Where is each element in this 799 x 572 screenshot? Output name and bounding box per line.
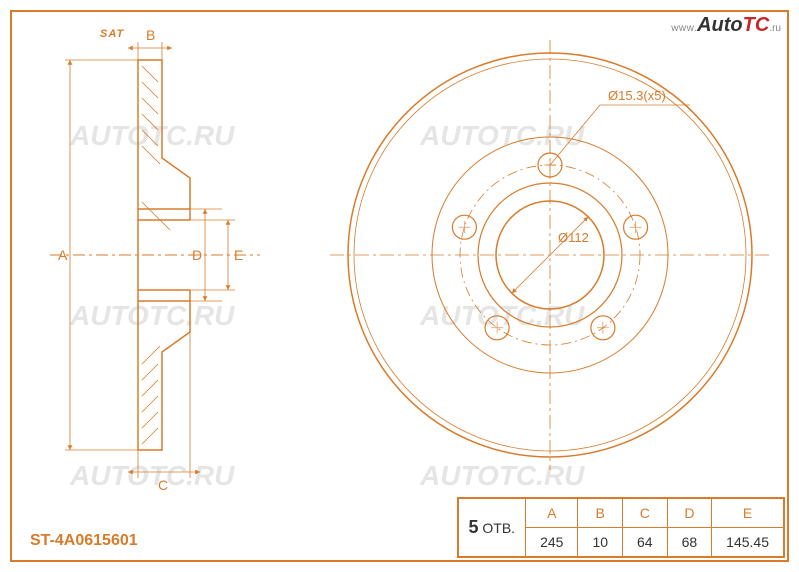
holes-cell: 5 ОТВ.: [458, 499, 526, 557]
dim-label-a: A: [58, 247, 68, 263]
col-header: B: [578, 499, 623, 528]
holes-count: 5: [469, 517, 479, 537]
technical-drawing: A B C D E: [10, 10, 789, 562]
col-value: 64: [623, 528, 668, 557]
col-value: 245: [526, 528, 578, 557]
col-value: 68: [667, 528, 712, 557]
bore-dia-label: Ø112: [558, 230, 589, 245]
bolt-dia-label: Ø15.3(x5): [608, 88, 666, 103]
col-header: C: [623, 499, 668, 528]
dim-label-c: C: [158, 477, 168, 493]
dim-label-b: B: [146, 27, 155, 43]
front-view: Ø112 Ø15.3(x5): [330, 40, 770, 470]
col-value: 145.45: [712, 528, 784, 557]
col-header: D: [667, 499, 712, 528]
holes-label: ОТВ.: [482, 520, 515, 536]
section-view: A B C D E: [50, 27, 260, 493]
part-number: ST-4A0615601: [30, 532, 138, 550]
col-header: A: [526, 499, 578, 528]
dimension-table: 5 ОТВ. A B C D E 245 10 64 68 145.45: [457, 497, 786, 558]
dim-label-d: D: [192, 247, 202, 263]
dim-label-e: E: [234, 247, 243, 263]
col-value: 10: [578, 528, 623, 557]
col-header: E: [712, 499, 784, 528]
